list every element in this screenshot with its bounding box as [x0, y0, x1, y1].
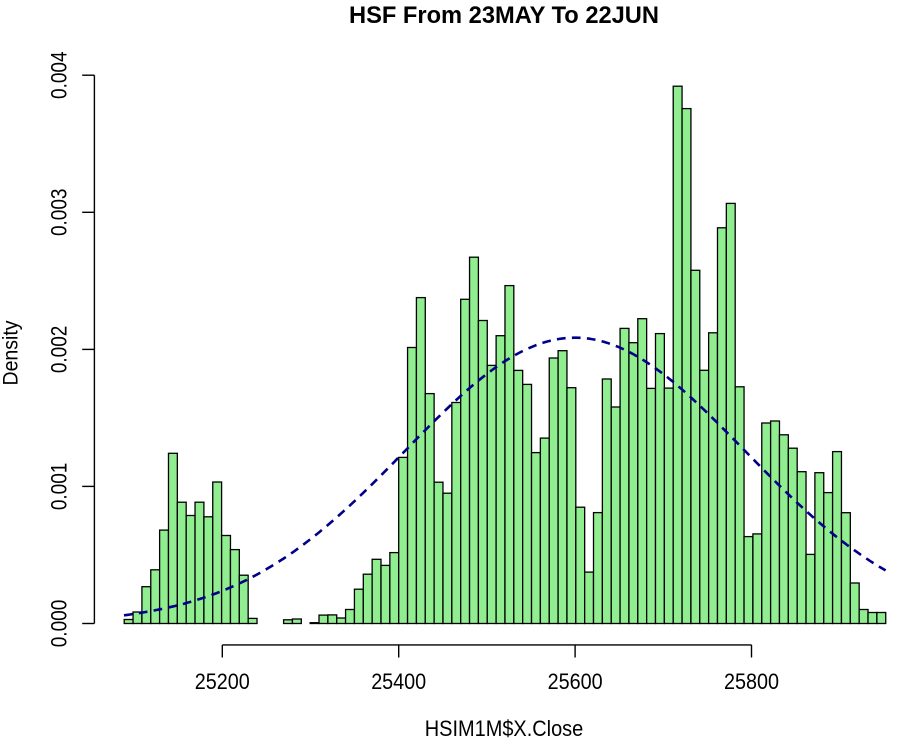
- svg-text:0.001: 0.001: [47, 463, 72, 511]
- svg-text:25600: 25600: [548, 669, 603, 694]
- svg-text:0.002: 0.002: [47, 326, 72, 374]
- svg-text:HSF From 23MAY To 22JUN: HSF From 23MAY To 22JUN: [349, 2, 659, 29]
- svg-text:0.004: 0.004: [47, 51, 72, 99]
- svg-text:Density: Density: [0, 320, 23, 385]
- svg-text:HSIM1M$X.Close: HSIM1M$X.Close: [425, 716, 584, 741]
- svg-text:0.000: 0.000: [47, 600, 72, 648]
- svg-text:25800: 25800: [724, 669, 779, 694]
- svg-text:25200: 25200: [195, 669, 250, 694]
- svg-text:25400: 25400: [371, 669, 426, 694]
- svg-text:0.003: 0.003: [47, 189, 72, 237]
